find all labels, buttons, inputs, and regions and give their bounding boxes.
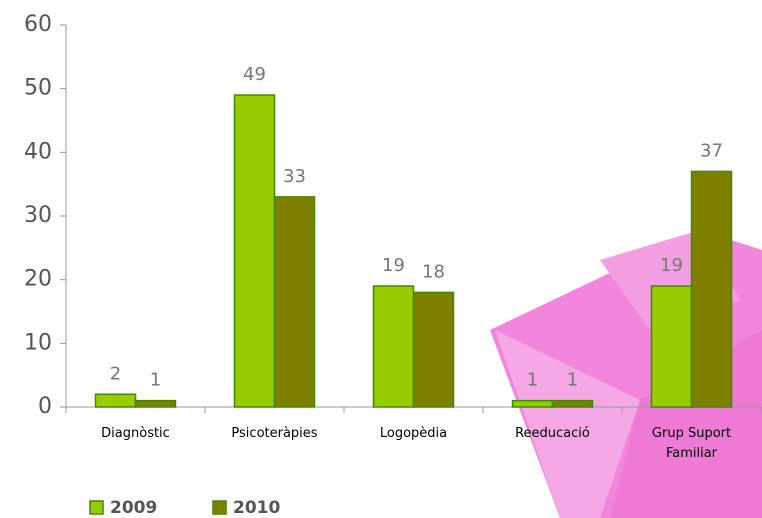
- y-tick-label: 40: [24, 139, 52, 164]
- bar: [233, 94, 276, 408]
- data-label: 18: [422, 261, 445, 282]
- data-label: 1: [567, 370, 578, 391]
- x-tick-label: Grup Suport Familiar: [651, 426, 732, 461]
- bar: [94, 393, 137, 408]
- bar: [551, 399, 594, 408]
- data-label: 37: [700, 140, 723, 161]
- data-label: 1: [150, 370, 161, 391]
- y-tick-label: 30: [24, 203, 52, 228]
- data-label: 33: [283, 166, 306, 187]
- data-label: 1: [527, 370, 538, 391]
- x-tick-label: Logopèdia: [379, 426, 448, 441]
- data-label: 19: [660, 255, 683, 276]
- legend-label: 2009: [110, 498, 157, 518]
- legend-label: 2010: [233, 498, 280, 518]
- x-tick-label: Diagnòstic: [101, 426, 170, 441]
- bar: [690, 170, 733, 408]
- bar: [412, 291, 455, 408]
- bar: [372, 285, 415, 408]
- y-tick-label: 50: [24, 76, 52, 101]
- y-tick-label: 60: [24, 12, 52, 37]
- bar: [134, 399, 177, 408]
- x-tick-label: Psicoteràpies: [231, 426, 318, 441]
- data-label: 2: [110, 363, 121, 384]
- legend-swatch: [89, 500, 104, 515]
- data-label: 49: [243, 64, 266, 85]
- data-label: 19: [382, 255, 405, 276]
- bar: [273, 196, 316, 408]
- x-tick-label: Reeducació: [515, 426, 590, 441]
- y-tick-label: 20: [24, 267, 52, 292]
- y-tick-label: 0: [38, 394, 52, 419]
- legend-swatch: [212, 500, 227, 515]
- bar: [511, 399, 554, 408]
- y-tick-label: 10: [24, 330, 52, 355]
- bar: [650, 285, 693, 408]
